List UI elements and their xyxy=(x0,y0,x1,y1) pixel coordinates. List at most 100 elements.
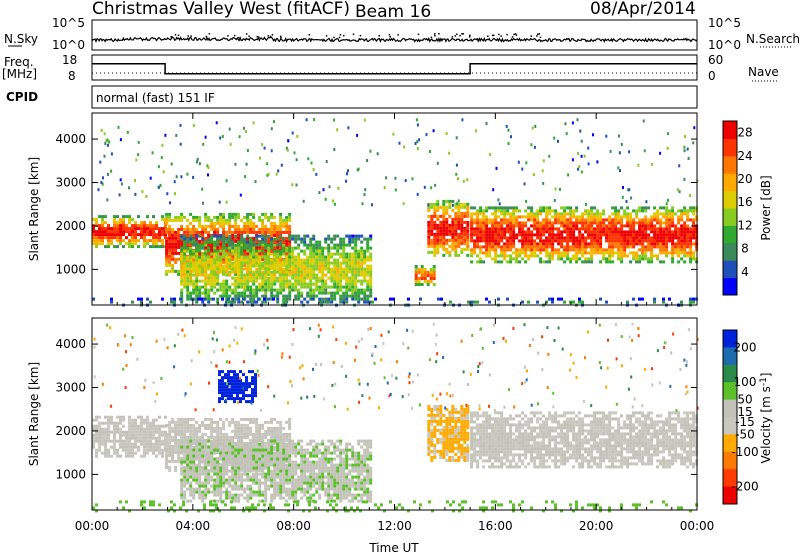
echo-cell xyxy=(101,242,104,246)
echo-cell xyxy=(240,432,244,436)
echo-cell xyxy=(647,245,651,249)
scatter-cell xyxy=(497,198,500,202)
echo-cell xyxy=(638,218,642,222)
echo-cell xyxy=(180,451,184,455)
echo-cell xyxy=(192,426,196,430)
echo-cell xyxy=(189,448,193,452)
echo-cell xyxy=(240,435,244,439)
echo-cell xyxy=(171,227,175,231)
echo-cell xyxy=(470,215,474,219)
echo-cell xyxy=(119,439,122,443)
echo-cell xyxy=(116,215,119,219)
scatter-cell xyxy=(119,138,122,142)
echo-cell xyxy=(336,243,340,247)
echo-cell xyxy=(165,269,169,273)
echo-cell xyxy=(548,230,552,234)
echo-cell xyxy=(165,456,169,460)
echo-cell xyxy=(222,224,226,228)
echo-cell xyxy=(569,209,573,213)
noise-dot xyxy=(462,33,465,35)
echo-cell xyxy=(629,260,633,264)
echo-cell xyxy=(186,475,190,479)
echo-cell xyxy=(360,264,364,268)
echo-cell xyxy=(213,230,217,234)
echo-cell xyxy=(369,279,373,283)
echo-cell xyxy=(107,424,110,428)
scatter-cell xyxy=(295,158,298,162)
echo-cell xyxy=(420,277,424,280)
echo-cell xyxy=(282,288,286,292)
scatter-cell xyxy=(356,133,359,137)
echo-cell xyxy=(128,227,131,231)
echo-cell xyxy=(330,279,334,283)
echo-cell xyxy=(454,250,458,254)
echo-cell xyxy=(213,438,217,442)
echo-cell xyxy=(593,227,597,231)
echo-cell xyxy=(674,227,678,231)
echo-cell xyxy=(309,294,313,298)
echo-cell xyxy=(626,218,630,222)
scatter-cell xyxy=(628,150,631,154)
echo-cell xyxy=(113,445,116,449)
scatter-cell xyxy=(328,185,331,189)
echo-cell xyxy=(152,239,155,243)
echo-cell xyxy=(174,450,178,454)
echo-cell xyxy=(545,242,549,246)
echo-cell xyxy=(512,221,516,225)
echo-cell xyxy=(620,242,624,246)
echo-cell xyxy=(632,230,636,234)
echo-cell xyxy=(189,435,193,439)
echo-cell xyxy=(369,288,373,292)
echo-cell xyxy=(590,242,594,246)
echo-cell xyxy=(671,230,675,234)
echo-cell xyxy=(255,420,259,424)
echo-cell xyxy=(201,493,205,497)
echo-cell xyxy=(473,218,477,222)
echo-cell xyxy=(168,224,172,228)
echo-cell xyxy=(267,258,271,262)
echo-cell xyxy=(339,288,343,292)
echo-cell xyxy=(243,267,247,271)
echo-cell xyxy=(608,224,612,228)
echo-cell xyxy=(243,285,247,289)
echo-cell xyxy=(201,237,205,241)
echo-cell xyxy=(216,249,220,253)
echo-cell xyxy=(635,230,639,234)
echo-cell xyxy=(330,294,334,298)
echo-cell xyxy=(321,258,325,262)
echo-cell xyxy=(149,233,152,237)
echo-cell xyxy=(445,250,449,254)
echo-cell xyxy=(180,432,184,436)
echo-cell xyxy=(294,261,298,265)
echo-cell xyxy=(288,239,292,243)
echo-cell xyxy=(213,285,217,289)
echo-cell xyxy=(506,260,510,264)
echo-cell xyxy=(195,258,199,262)
scatter-cell xyxy=(280,163,283,167)
scatter-cell xyxy=(565,132,568,136)
echo-cell xyxy=(240,227,244,231)
echo-cell xyxy=(225,273,229,277)
echo-cell xyxy=(267,272,271,276)
echo-cell xyxy=(234,246,238,250)
echo-cell xyxy=(674,242,678,246)
echo-cell xyxy=(210,426,214,430)
scatter-cell xyxy=(107,172,109,176)
echo-cell xyxy=(140,233,143,237)
echo-cell xyxy=(363,252,367,256)
scatter-cell xyxy=(427,203,430,207)
echo-cell xyxy=(512,230,516,234)
echo-cell xyxy=(270,215,274,219)
echo-cell xyxy=(119,239,122,243)
echo-cell xyxy=(186,429,190,433)
echo-cell xyxy=(288,249,292,253)
echo-cell xyxy=(533,245,537,249)
echo-cell xyxy=(165,245,169,249)
echo-cell xyxy=(231,282,235,286)
echo-cell xyxy=(491,242,495,246)
echo-cell xyxy=(180,291,184,295)
echo-cell xyxy=(433,202,437,206)
echo-cell xyxy=(294,258,298,262)
echo-cell xyxy=(650,239,654,243)
echo-cell xyxy=(599,260,603,264)
